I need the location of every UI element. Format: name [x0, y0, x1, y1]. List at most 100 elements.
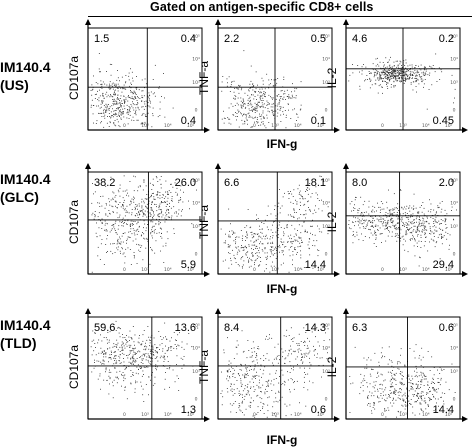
- event-dot: [291, 241, 293, 243]
- event-dot: [124, 102, 125, 104]
- event-dot: [435, 216, 437, 218]
- event-dot: [152, 351, 153, 353]
- event-dot: [361, 223, 363, 225]
- event-dot: [300, 108, 302, 110]
- event-dot: [265, 96, 266, 98]
- event-dot: [352, 221, 353, 223]
- event-dot: [382, 70, 384, 72]
- event-dot: [425, 378, 427, 380]
- event-dot: [115, 201, 117, 203]
- event-dot: [129, 107, 131, 108]
- event-dot: [412, 388, 414, 390]
- event-dot: [106, 230, 108, 232]
- event-dot: [133, 255, 135, 256]
- event-dot: [377, 388, 378, 390]
- event-dot: [404, 364, 406, 366]
- event-dot: [157, 191, 159, 192]
- event-dot: [149, 182, 151, 184]
- event-dot: [398, 67, 399, 69]
- event-dot: [418, 211, 420, 213]
- event-dot: [119, 346, 121, 348]
- event-dot: [140, 210, 142, 212]
- row-label-us: IM140.4 (US): [0, 58, 51, 94]
- event-dot: [113, 113, 115, 115]
- event-dot: [422, 356, 424, 358]
- event-dot: [146, 83, 147, 85]
- event-dot: [392, 73, 394, 75]
- event-dot: [299, 192, 300, 194]
- event-dot: [366, 367, 368, 369]
- event-dot: [282, 351, 284, 353]
- event-dot: [257, 84, 258, 86]
- event-dot: [170, 183, 171, 185]
- event-dot: [117, 327, 119, 329]
- event-dot: [253, 381, 254, 383]
- event-dot: [362, 214, 364, 216]
- event-dot: [428, 223, 430, 225]
- event-dot: [241, 385, 243, 387]
- event-dot: [419, 219, 421, 220]
- event-dot: [137, 97, 139, 99]
- event-dot: [268, 385, 269, 387]
- event-dot: [170, 207, 172, 209]
- event-dot: [412, 412, 414, 414]
- event-dot: [128, 236, 130, 238]
- event-dot: [228, 122, 230, 124]
- event-dot: [113, 85, 115, 86]
- event-dot: [141, 122, 143, 124]
- event-dot: [181, 210, 182, 212]
- y-tick-label: 10³: [322, 80, 330, 86]
- event-dot: [112, 116, 114, 118]
- event-dot: [144, 238, 146, 240]
- event-dot: [129, 330, 131, 332]
- event-dot: [386, 84, 387, 85]
- event-dot: [415, 232, 417, 233]
- event-dot: [429, 387, 430, 388]
- event-dot: [263, 355, 265, 357]
- event-dot: [135, 111, 136, 113]
- event-dot: [432, 65, 434, 66]
- event-dot: [402, 222, 404, 223]
- event-dot: [433, 236, 435, 237]
- event-dot: [258, 91, 260, 92]
- event-dot: [364, 236, 366, 237]
- event-dot: [168, 194, 169, 195]
- event-dot: [113, 352, 115, 353]
- event-dot: [290, 327, 292, 329]
- event-dot: [358, 239, 360, 241]
- event-dot: [158, 331, 160, 332]
- event-dot: [119, 202, 121, 203]
- event-dot: [146, 116, 147, 117]
- event-dot: [367, 79, 368, 80]
- event-dot: [116, 382, 118, 384]
- event-dot: [434, 383, 435, 384]
- event-dot: [98, 68, 100, 70]
- event-dot: [319, 231, 321, 233]
- event-dot: [261, 88, 263, 90]
- event-dot: [421, 211, 423, 213]
- event-dot: [419, 257, 421, 259]
- event-dot: [237, 116, 238, 117]
- event-dot: [106, 380, 108, 381]
- event-dot: [147, 95, 149, 97]
- event-dot: [377, 77, 379, 79]
- event-dot: [409, 64, 411, 66]
- event-dot: [142, 90, 144, 92]
- event-dot: [170, 346, 172, 347]
- event-dot: [358, 208, 360, 210]
- event-dot: [132, 349, 134, 351]
- event-dot: [413, 219, 414, 221]
- event-dot: [99, 71, 100, 73]
- event-dot: [387, 79, 389, 80]
- event-dot: [115, 85, 116, 87]
- event-dot: [408, 390, 410, 392]
- event-dot: [100, 83, 102, 85]
- event-dot: [384, 220, 386, 221]
- event-dot: [233, 80, 235, 82]
- event-dot: [132, 93, 134, 95]
- row-label-line1: IM140.4: [0, 59, 51, 75]
- event-dot: [248, 390, 250, 392]
- event-dot: [405, 231, 407, 233]
- event-dot: [399, 362, 401, 364]
- event-dot: [98, 100, 100, 102]
